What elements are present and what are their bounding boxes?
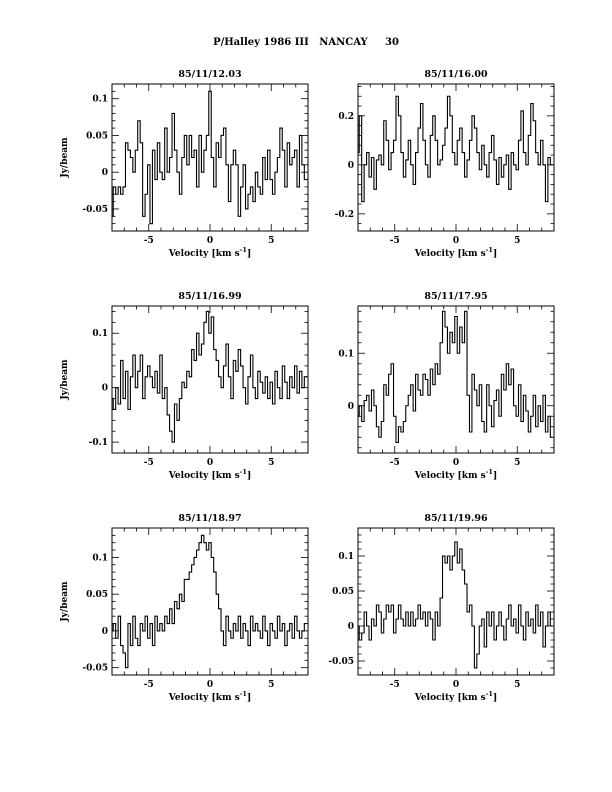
y-tick-label: -0.05 [328,657,354,667]
y-tick-label: 0.1 [92,95,108,105]
y-tick-label: 0 [348,161,354,171]
x-tick-label: -5 [390,236,400,246]
y-tick-label: -0.1 [89,438,108,448]
panel-title: 85/11/16.00 [424,69,488,80]
panel-85-11-16-99: -5 0 5 -0.1 0 0.1 85/11/16.99 Velocity [km s-1]… [60,291,309,481]
y-tick-label: 0 [102,627,108,637]
x-tick-label: -5 [144,458,154,468]
y-tick-label: 0 [102,384,108,394]
x-tick-label: 5 [268,458,274,468]
y-tick-label: 0.05 [86,131,108,141]
y-tick-label: 0.05 [332,587,354,597]
panel-title: 85/11/18.97 [178,513,241,524]
panel-title: 85/11/19.96 [424,513,488,524]
panel-85-11-19-96: -5 0 5 -0.05 0 0.05 0.1 85/11/19.96 Velocity [km… [328,513,555,703]
plot-frame [111,305,309,454]
spectrum-line [358,541,553,669]
x-tick-label: -5 [144,236,154,246]
spectrum-line [112,90,307,225]
plot-frame [357,83,555,232]
x-tick-label: 0 [207,458,213,468]
panel-85-11-16-00: -5 0 5 -0.2 0 0.2 85/11/16.00 Velocity [km s-1] [335,69,555,259]
x-tick-label: 5 [268,236,274,246]
x-axis-label: Velocity [km s-1] [414,468,497,481]
spectrum-line [358,95,553,203]
y-tick-label: 0 [348,402,354,412]
page-title: P/Halley 1986 III NANCAY 30 [213,37,399,48]
y-tick-label: 0 [102,168,108,178]
y-tick-label: 0.1 [92,329,108,339]
y-tick-label: 0.1 [338,552,354,562]
x-tick-label: 0 [453,680,459,690]
y-tick-label: 0.05 [86,590,108,600]
x-tick-label: -5 [390,680,400,690]
x-tick-label: 0 [207,236,213,246]
x-axis-label: Velocity [km s-1] [168,690,251,703]
plot-frame [357,305,555,454]
x-tick-label: 0 [207,680,213,690]
y-axis-label: Jy/beam [60,137,70,179]
x-axis-label: Velocity [km s-1] [414,246,497,259]
y-tick-label: 0.1 [92,553,108,563]
x-axis-label: Velocity [km s-1] [168,246,251,259]
y-tick-label: 0.2 [338,112,354,122]
y-axis-label: Jy/beam [60,359,70,401]
x-tick-label: -5 [144,680,154,690]
panel-title: 85/11/17.95 [424,291,487,302]
spectrum-line [358,310,553,444]
panel-title: 85/11/16.99 [178,291,242,302]
y-tick-label: 0.1 [338,349,354,359]
x-tick-label: 5 [514,680,520,690]
x-axis-label: Velocity [km s-1] [414,690,497,703]
x-tick-label: 0 [453,458,459,468]
x-tick-label: 0 [453,236,459,246]
x-tick-label: 5 [514,236,520,246]
x-axis-label: Velocity [km s-1] [168,468,251,481]
spectrum-line [112,310,307,443]
y-tick-label: -0.05 [82,664,108,674]
plot-frame [111,527,309,676]
spectrum-line [112,534,307,669]
x-tick-label: 5 [268,680,274,690]
panel-85-11-12-03: -5 0 5 -0.05 0 0.05 0.1 85/11/12.03 Velocity [km… [60,69,309,259]
y-tick-label: 0 [348,622,354,632]
y-tick-label: -0.2 [335,210,354,220]
panel-85-11-18-97: -5 0 5 -0.05 0 0.05 0.1 85/11/18.97 Velocity [km… [60,513,309,703]
panel-title: 85/11/12.03 [178,69,241,80]
x-tick-label: -5 [390,458,400,468]
y-axis-label: Jy/beam [60,581,70,623]
panel-85-11-17-95: -5 0 5 0 0.1 85/11/17.95 Velocity [km s-1] [338,291,555,481]
x-tick-label: 5 [514,458,520,468]
plot-frame [357,527,555,676]
y-tick-label: -0.05 [82,205,108,215]
